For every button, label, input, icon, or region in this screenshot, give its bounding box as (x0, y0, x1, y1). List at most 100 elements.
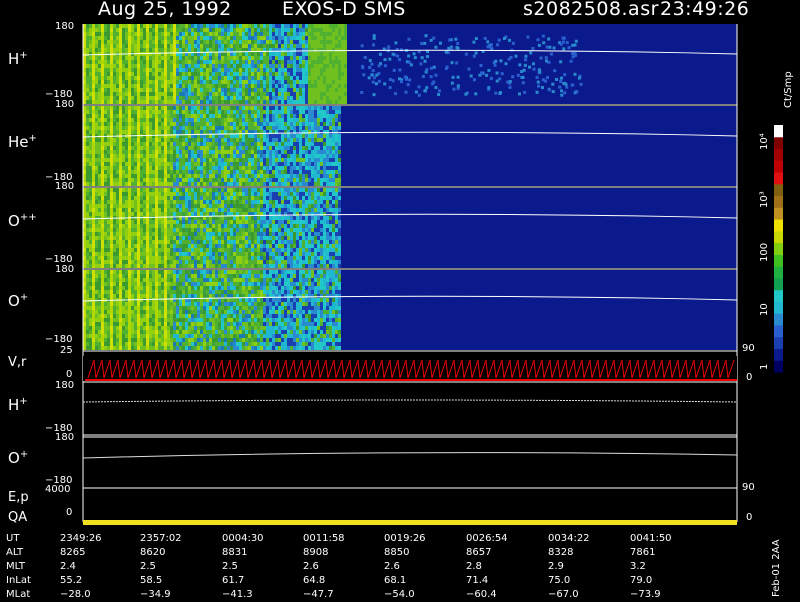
ephemeris-cell: 3.2 (630, 561, 646, 572)
colorbar-segment-5 (774, 301, 783, 313)
ephemeris-cell: 2.5 (140, 561, 156, 572)
colorbar-segment-12 (774, 219, 783, 231)
tick-ep-right: 90 (742, 482, 755, 493)
panel-label-ep: E,p (8, 490, 29, 505)
ephemeris-row: MLat−28.0−34.9−41.3−47.7−54.0−60.4−67.0−… (0, 589, 800, 602)
ephemeris-cell: 61.7 (222, 575, 244, 586)
ephemeris-cell: −60.4 (466, 589, 497, 600)
ephemeris-cell: −67.0 (548, 589, 579, 600)
colorbar-segment-10 (774, 243, 783, 255)
ephemeris-cell: −73.9 (630, 589, 661, 600)
colorbar-segment-15 (774, 184, 783, 196)
colorbar-segment-16 (774, 172, 783, 184)
colorbar-tick-100: 100 (759, 243, 770, 262)
colorbar-segment-19 (774, 137, 783, 149)
panel-label-h-plus-line: H+ (8, 396, 28, 414)
ephemeris-cell: −47.7 (303, 589, 334, 600)
colorbar-segment-3 (774, 325, 783, 337)
panel-label-vr: V,r (8, 355, 26, 370)
panel-label-o-plus: O+ (8, 292, 28, 310)
ephemeris-row-label: MLT (6, 561, 25, 572)
tick-ep-max: 4000 (45, 484, 70, 495)
ephemeris-cell: 0019:26 (384, 533, 426, 544)
ephemeris-cell: 2.5 (222, 561, 238, 572)
tick-vr-max: 25 (60, 345, 73, 356)
ephemeris-row: MLT 2.4 2.5 2.5 2.6 2.6 2.8 2.9 3.2 (0, 561, 800, 574)
colorbar-segment-14 (774, 196, 783, 208)
ephemeris-cell: 68.1 (384, 575, 406, 586)
h-line-trace (83, 400, 737, 402)
colorbar-tick-10: 10 (759, 303, 770, 316)
colorbar-segment-9 (774, 254, 783, 266)
ephemeris-cell: 79.0 (630, 575, 652, 586)
ephemeris-cell: 8908 (303, 547, 328, 558)
tick-ol-max: 180 (55, 432, 74, 443)
panel-label-o-plusplus: O++ (8, 212, 37, 230)
panel-label-o-plus-line: O+ (8, 449, 28, 467)
ephemeris-cell: 75.0 (548, 575, 570, 586)
ephemeris-row-label: ALT (6, 547, 23, 558)
colorbar-tick-1: 1 (759, 364, 770, 370)
ephemeris-cell: 2.6 (384, 561, 400, 572)
ephemeris-cell: 7861 (630, 547, 655, 558)
ephemeris-cell: 2349:26 (60, 533, 102, 544)
colorbar-segment-17 (774, 160, 783, 172)
colorbar-segment-20 (774, 125, 783, 137)
colorbar-segment-7 (774, 278, 783, 290)
tick-he-max: 180 (55, 99, 74, 110)
ephemeris-cell: −54.0 (384, 589, 415, 600)
ephemeris-row: ALT 8265 8620 8831 8908 8850 8657 8328 7861 (0, 547, 800, 560)
ephemeris-cell: 58.5 (140, 575, 162, 586)
ephemeris-cell: 2.8 (466, 561, 482, 572)
qa-bar (83, 520, 737, 525)
ephemeris-cell: −28.0 (60, 589, 91, 600)
spectrogram-cells-1 (83, 106, 341, 186)
ephemeris-cell: 64.8 (303, 575, 325, 586)
ephemeris-cell: 0004:30 (222, 533, 264, 544)
ephemeris-cell: 8265 (60, 547, 85, 558)
colorbar-tick-1e4: 10⁴ (759, 133, 770, 150)
ephemeris-cell: 8850 (384, 547, 409, 558)
colorbar-unit-label: Ct/Smp (783, 71, 794, 108)
colorbar-segment-6 (774, 290, 783, 302)
panel-label-he-plus: He+ (8, 133, 37, 151)
ephemeris-cell: 0034:22 (548, 533, 590, 544)
ephemeris-cell: 0011:58 (303, 533, 345, 544)
spectrogram-cells-2 (83, 188, 341, 268)
colorbar-segment-4 (774, 313, 783, 325)
tick-opp-max: 180 (55, 181, 74, 192)
colorbar-segment-0 (774, 360, 783, 372)
ephemeris-row-label: UT (6, 533, 19, 544)
tick-hl-max: 180 (55, 380, 74, 391)
tick-h-max: 180 (55, 21, 74, 32)
ephemeris-cell: −41.3 (222, 589, 253, 600)
panel-label-h-plus: H+ (8, 50, 28, 68)
colorbar-segment-8 (774, 266, 783, 278)
ephemeris-cell: 0041:50 (630, 533, 672, 544)
spectrogram-cells-3 (83, 270, 341, 350)
colorbar-segment-2 (774, 337, 783, 349)
colorbar-segment-11 (774, 231, 783, 243)
ephemeris-cell: 8831 (222, 547, 247, 558)
ephemeris-cell: 2.4 (60, 561, 76, 572)
ephemeris-cell: 2.6 (303, 561, 319, 572)
ephemeris-cell: 55.2 (60, 575, 82, 586)
ephemeris-cell: 8620 (140, 547, 165, 558)
tick-vr-right-min: 0 (746, 372, 752, 383)
panel-label-qa: QA (8, 510, 27, 525)
ephemeris-cell: 8328 (548, 547, 573, 558)
ephemeris-cell: 2.9 (548, 561, 564, 572)
ephemeris-cell: 8657 (466, 547, 491, 558)
tick-vr-right-max: 90 (742, 343, 755, 354)
tick-op-min: −180 (45, 334, 72, 345)
colorbar-segment-13 (774, 207, 783, 219)
colorbar-segment-1 (774, 348, 783, 360)
tick-op-max: 180 (55, 264, 74, 275)
ephemeris-row-label: InLat (6, 575, 31, 586)
ephemeris-cell: 2357:02 (140, 533, 182, 544)
ephemeris-cell: 0026:54 (466, 533, 508, 544)
ephemeris-cell: −34.9 (140, 589, 171, 600)
colorbar-tick-1e3: 10³ (759, 191, 770, 208)
o-line-trace (83, 453, 737, 458)
